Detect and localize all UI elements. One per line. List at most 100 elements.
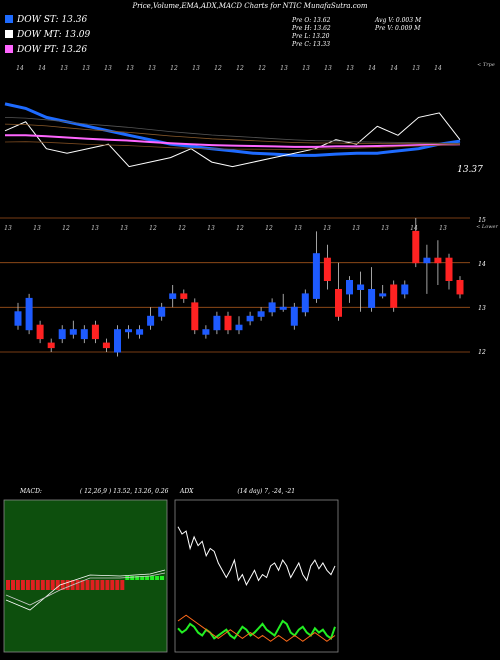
macd-histogram-bar (50, 580, 55, 590)
candle-body (14, 311, 22, 326)
candle-body (390, 284, 398, 308)
candle-tick-label: 12 (149, 225, 157, 232)
candle-body (423, 257, 431, 264)
stat-low: Pre L: 13.20 (292, 33, 330, 40)
stat-open: Pre O: 13.62 (292, 17, 331, 24)
legend-dow-mt: DOW MT: 13.09 (5, 30, 90, 40)
price-axis-15: 15 (478, 217, 486, 224)
legend-dow-pt: DOW PT: 13.26 (5, 45, 87, 55)
macd-histogram-bar (120, 580, 125, 590)
macd-histogram-bar (80, 580, 85, 590)
candle-body (357, 284, 365, 290)
stat-high: Pre H: 13.62 (292, 25, 331, 32)
stats-right: Avg V: 0.003 M Pre V: 0.009 M (375, 17, 421, 33)
ema-tick-label: 14 (434, 65, 442, 72)
candle-body (346, 280, 353, 295)
candle-tick-label: 14 (410, 225, 418, 232)
stats-left: Pre O: 13.62 Pre H: 13.62 Pre L: 13.20 P… (292, 17, 331, 49)
candle-tick-label: 13 (294, 225, 302, 232)
macd-histogram-bar (15, 580, 20, 590)
ema-tick-label: 13 (60, 65, 68, 72)
candle-body (412, 230, 420, 264)
ema-last-value: 13.37 (457, 165, 483, 175)
candle-body (235, 324, 243, 331)
candle-body (102, 342, 110, 349)
adx-series-line-0 (177, 526, 336, 586)
macd-name: MACD: (20, 488, 42, 495)
macd-histogram-bar (110, 580, 115, 590)
ema-tick-label: 13 (104, 65, 112, 72)
candle-body (147, 315, 155, 326)
candle-body (434, 257, 442, 264)
ema-tick-label: 13 (324, 65, 332, 72)
candle-body (335, 289, 342, 317)
candle-body (58, 329, 66, 340)
candle-tick-label: 13 (381, 225, 389, 232)
candle-tick-label: 13 (323, 225, 331, 232)
candle-body (290, 306, 298, 326)
candle-body (158, 306, 166, 317)
macd-histogram-bar (65, 580, 70, 590)
macd-histogram-bar (35, 580, 40, 590)
candle-body (69, 329, 77, 335)
ema-tick-label: 13 (82, 65, 90, 72)
candle-tick-label: 13 (207, 225, 215, 232)
macd-histogram-bar (95, 580, 100, 590)
candle-tick-label: 12 (265, 225, 273, 232)
stat-pre-volume: Pre V: 0.009 M (375, 25, 421, 32)
macd-histogram-bar (135, 576, 140, 580)
candle-body (169, 293, 177, 299)
legend-dow-pt-label: DOW PT: 13.26 (17, 45, 88, 55)
ema-aux-line-0 (4, 123, 460, 145)
ema-tick-label: 13 (412, 65, 420, 72)
ema-tick-label: 13 (302, 65, 310, 72)
macd-histogram-bar (45, 580, 50, 590)
adx-series-line-2 (177, 614, 336, 642)
ema-aux-line-1 (4, 141, 461, 150)
ema-tick-label: 12 (214, 65, 222, 72)
candle-body (301, 293, 309, 313)
ema-tick-label: 12 (258, 65, 266, 72)
macd-panel-bg (3, 499, 168, 653)
ema-series-line-2 (5, 134, 461, 148)
price-axis-12: 12 (478, 349, 486, 356)
macd-histogram-bar (6, 580, 10, 590)
candle-body (368, 289, 376, 308)
macd-histogram-bar (85, 580, 90, 590)
macd-params: ( 12,26,9 ) 13.52, 13.26, 0.26 (79, 488, 169, 495)
price-axis-13: 13 (478, 305, 486, 312)
legend-dow-st: DOW ST: 13.36 (5, 15, 87, 25)
macd-line (5, 569, 166, 611)
chart-title: Price,Volume,EMA,ADX,MACD Charts for NTI… (132, 2, 368, 10)
macd-histogram-bar (125, 576, 130, 580)
candle-body (379, 293, 387, 297)
adx-params: (14 day) 7, -24, -21 (237, 488, 296, 495)
candle-tick-label: 13 (352, 225, 360, 232)
candle-body (136, 329, 144, 335)
ema-aux-line-2 (4, 117, 461, 144)
ema-tick-label: 12 (170, 65, 178, 72)
candle-body (456, 280, 464, 295)
stat-close: Pre C: 13.33 (292, 41, 331, 48)
adx-name: ADX (180, 488, 194, 495)
ema-tick-label: 12 (236, 65, 244, 72)
macd-histogram-bar (55, 580, 60, 590)
macd-histogram-bar (30, 580, 35, 590)
candle-tick-label: 13 (33, 225, 41, 232)
ema-tick-label: 13 (126, 65, 134, 72)
macd-histogram-bar (140, 576, 145, 580)
candle-body (202, 329, 210, 335)
candle-body (36, 324, 44, 340)
candle-body (246, 315, 254, 322)
ema-tick-label: 14 (16, 65, 24, 72)
macd-histogram-bar (11, 580, 15, 590)
macd-histogram-bar (100, 580, 105, 590)
candle-tick-label: 13 (439, 225, 447, 232)
candle-tick-label: 13 (120, 225, 128, 232)
macd-histogram-bar (20, 580, 25, 590)
candle-body (114, 329, 121, 353)
candle-body (323, 257, 331, 282)
ema-series-line-0 (4, 102, 461, 157)
macd-histogram-bar (25, 580, 30, 590)
candle-body (257, 311, 265, 317)
